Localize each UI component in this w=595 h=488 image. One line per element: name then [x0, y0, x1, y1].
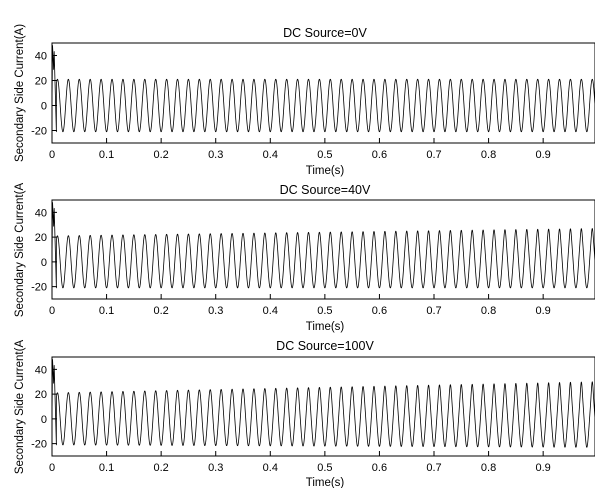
xtick-label: 0.3	[208, 305, 223, 317]
ytick-label: 0	[41, 257, 47, 269]
subplot-2-title: DC Source=40V	[280, 183, 371, 197]
ytick-label: 40	[35, 364, 47, 376]
xtick-label: 0.5	[317, 462, 332, 474]
subplot-3-axes-box	[51, 356, 595, 457]
subplot-3-xticks: 0 0.1 0.2 0.3 0.4 0.5 0.6 0.7 0.8 0.9	[49, 451, 551, 474]
xtick-label: 0.1	[99, 305, 114, 317]
ytick-label: -20	[31, 439, 47, 451]
xtick-label: 0.3	[208, 149, 223, 161]
xtick-label: 0.2	[153, 462, 168, 474]
subplot-3-ylabel: Secondary Side Current(A	[14, 340, 26, 475]
xtick-label: 0.7	[426, 462, 441, 474]
subplot-3-trace	[51, 359, 595, 448]
xtick-label: 0.9	[536, 305, 551, 317]
ytick-label: 40	[35, 51, 47, 63]
xtick-label: 0.4	[263, 305, 278, 317]
xtick-label: 0.9	[536, 462, 551, 474]
xtick-label: 0	[49, 149, 55, 161]
xtick-label: 0.5	[317, 149, 332, 161]
subplot-1-xticks: 0 0.1 0.2 0.3 0.4 0.5 0.6 0.7 0.8 0.9	[49, 138, 551, 161]
ytick-label: 20	[35, 76, 47, 88]
xtick-label: 0.2	[153, 305, 168, 317]
subplot-1-xlabel: Time(s)	[306, 165, 345, 177]
ytick-label: 40	[35, 207, 47, 219]
subplot-2-xticks: 0 0.1 0.2 0.3 0.4 0.5 0.6 0.7 0.8 0.9	[49, 294, 551, 317]
xtick-label: 0.6	[372, 462, 387, 474]
xtick-label: 0.8	[481, 305, 496, 317]
xtick-label: 0.2	[153, 149, 168, 161]
subplot-2-yticks: -20 0 20 40	[31, 207, 57, 294]
subplot-3-title: DC Source=100V	[276, 339, 374, 353]
ytick-label: 0	[41, 414, 47, 426]
xtick-label: 0.8	[481, 462, 496, 474]
xtick-label: 0.3	[208, 462, 223, 474]
xtick-label: 0	[49, 305, 55, 317]
xtick-label: 0.7	[426, 305, 441, 317]
xtick-label: 0.5	[317, 305, 332, 317]
xtick-label: 0.6	[372, 305, 387, 317]
xtick-label: 0.4	[263, 149, 278, 161]
xtick-label: 0.1	[99, 462, 114, 474]
ytick-label: -20	[31, 282, 47, 294]
xtick-label: 0.4	[263, 462, 278, 474]
ytick-label: 0	[41, 101, 47, 113]
xtick-label: 0	[49, 462, 55, 474]
subplot-3-xlabel: Time(s)	[306, 477, 345, 488]
xtick-label: 0.8	[481, 149, 496, 161]
ytick-label: 20	[35, 389, 47, 401]
subplot-2-ylabel: Secondary Side Current(A	[14, 183, 26, 318]
xtick-label: 0.6	[372, 149, 387, 161]
ytick-label: -20	[31, 126, 47, 138]
subplot-1-title: DC Source=0V	[283, 26, 367, 40]
xtick-label: 0.1	[99, 149, 114, 161]
ytick-label: 20	[35, 232, 47, 244]
subplot-2-trace	[51, 202, 595, 289]
subplot-1-ylabel: Secondary Side Current(A)	[14, 24, 26, 162]
subplot-1-trace	[51, 45, 595, 133]
subplot-1-yticks: -20 0 20 40	[31, 51, 57, 138]
xtick-label: 0.7	[426, 149, 441, 161]
subplot-1-axes-box	[51, 42, 595, 144]
subplot-3-yticks: -20 0 20 40	[31, 364, 57, 451]
subplot-2-axes-box	[51, 199, 595, 300]
xtick-label: 0.9	[536, 149, 551, 161]
subplot-2-xlabel: Time(s)	[306, 321, 345, 333]
